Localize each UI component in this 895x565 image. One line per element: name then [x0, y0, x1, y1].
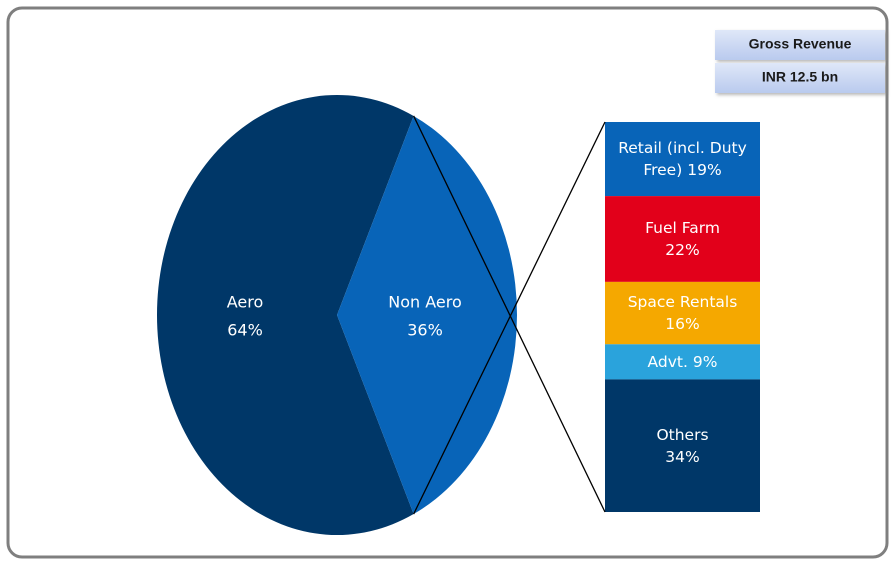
bar-label: Space Rentals 16%: [605, 282, 760, 344]
connector-line: [413, 115, 606, 513]
revenue-box-top: [715, 30, 885, 60]
bar-label-text: Fuel Farm 22%: [645, 217, 720, 261]
bar-label-text: Space Rentals 16%: [628, 291, 738, 335]
pie-value-label: 36%: [407, 321, 443, 340]
revenue-box: Gross Revenue INR 12.5 bn: [715, 30, 885, 93]
pie-category-label: Aero: [227, 293, 264, 312]
pie-value-label: 64%: [227, 321, 263, 340]
bar-label: Others 34%: [605, 379, 760, 512]
revenue-label: Gross Revenue: [749, 36, 852, 52]
bar-label-box: Fuel Farm 22%: [605, 196, 760, 282]
pie-category-label: Non Aero: [388, 293, 462, 312]
bar-label-box: Space Rentals 16%: [605, 282, 760, 344]
bar-label: Advt. 9%: [605, 344, 760, 379]
pie-slice: [337, 115, 517, 515]
bar-category-label: Advt.: [647, 352, 688, 371]
bar-label-box: Others 34%: [605, 379, 760, 512]
bar-category-label: Space Rentals: [627, 293, 738, 312]
connector-line: [413, 121, 606, 515]
bar-segment: [605, 379, 760, 512]
bar-segment: [605, 196, 760, 282]
bar-category-label: Others: [656, 425, 709, 444]
bar-category-label: Retail (incl. Duty Free): [618, 139, 747, 180]
bar-label-box: Advt. 9%: [605, 344, 760, 379]
bar-value-label: 9%: [692, 352, 718, 371]
bar-category-label: Fuel Farm: [645, 218, 720, 237]
bar-label-text: Advt. 9%: [648, 351, 718, 373]
bar-value-label: 22%: [665, 240, 700, 259]
bar-segment: [605, 344, 760, 380]
pie-slice: [156, 94, 414, 535]
bar-segment: [605, 281, 760, 345]
bar-label-text: Others 34%: [656, 424, 708, 468]
bar-segment: [605, 122, 760, 197]
bar-label-text: Retail (incl. Duty Free) 19%: [609, 137, 756, 181]
bar-value-label: 16%: [665, 315, 700, 334]
revenue-box-bottom: [715, 63, 885, 93]
bar-value-label: 19%: [687, 161, 722, 180]
revenue-value: INR 12.5 bn: [762, 69, 838, 85]
bar-label: Fuel Farm 22%: [605, 196, 760, 282]
bar-value-label: 34%: [665, 447, 700, 466]
bar-label-box: Retail (incl. Duty Free) 19%: [605, 122, 760, 196]
bar-label: Retail (incl. Duty Free) 19%: [605, 122, 760, 196]
